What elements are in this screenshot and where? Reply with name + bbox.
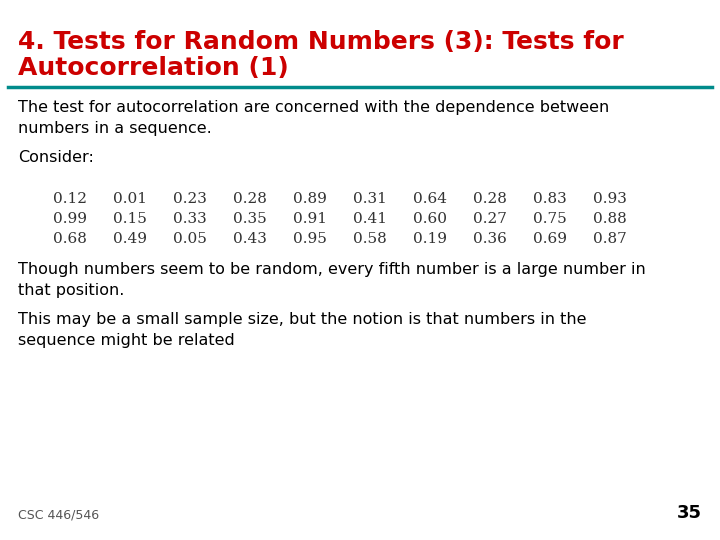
Text: 0.28: 0.28	[473, 192, 507, 206]
Text: 35: 35	[677, 504, 702, 522]
Text: 0.15: 0.15	[113, 212, 147, 226]
Text: 0.91: 0.91	[293, 212, 327, 226]
Text: 0.05: 0.05	[173, 232, 207, 246]
Text: 0.19: 0.19	[413, 232, 447, 246]
Text: Consider:: Consider:	[18, 150, 94, 165]
Text: 0.01: 0.01	[113, 192, 147, 206]
Text: 0.93: 0.93	[593, 192, 627, 206]
Text: 0.27: 0.27	[473, 212, 507, 226]
Text: 0.83: 0.83	[533, 192, 567, 206]
Text: 0.33: 0.33	[173, 212, 207, 226]
Text: 0.58: 0.58	[353, 232, 387, 246]
Text: 0.64: 0.64	[413, 192, 447, 206]
Text: 0.43: 0.43	[233, 232, 267, 246]
Text: 4. Tests for Random Numbers (3): Tests for: 4. Tests for Random Numbers (3): Tests f…	[18, 30, 624, 54]
Text: 0.99: 0.99	[53, 212, 87, 226]
Text: Though numbers seem to be random, every fifth number is a large number in
that p: Though numbers seem to be random, every …	[18, 262, 646, 298]
Text: 0.89: 0.89	[293, 192, 327, 206]
Text: CSC 446/546: CSC 446/546	[18, 509, 99, 522]
Text: 0.41: 0.41	[353, 212, 387, 226]
Text: 0.75: 0.75	[533, 212, 567, 226]
Text: 0.31: 0.31	[353, 192, 387, 206]
Text: 0.87: 0.87	[593, 232, 627, 246]
Text: 0.49: 0.49	[113, 232, 147, 246]
Text: Autocorrelation (1): Autocorrelation (1)	[18, 56, 289, 80]
Text: 0.88: 0.88	[593, 212, 627, 226]
Text: 0.23: 0.23	[173, 192, 207, 206]
Text: 0.36: 0.36	[473, 232, 507, 246]
Text: 0.95: 0.95	[293, 232, 327, 246]
Text: 0.60: 0.60	[413, 212, 447, 226]
Text: 0.69: 0.69	[533, 232, 567, 246]
Text: 0.28: 0.28	[233, 192, 267, 206]
Text: The test for autocorrelation are concerned with the dependence between
numbers i: The test for autocorrelation are concern…	[18, 100, 609, 136]
Text: This may be a small sample size, but the notion is that numbers in the
sequence : This may be a small sample size, but the…	[18, 312, 587, 348]
Text: 0.68: 0.68	[53, 232, 87, 246]
Text: 0.12: 0.12	[53, 192, 87, 206]
Text: 0.35: 0.35	[233, 212, 267, 226]
